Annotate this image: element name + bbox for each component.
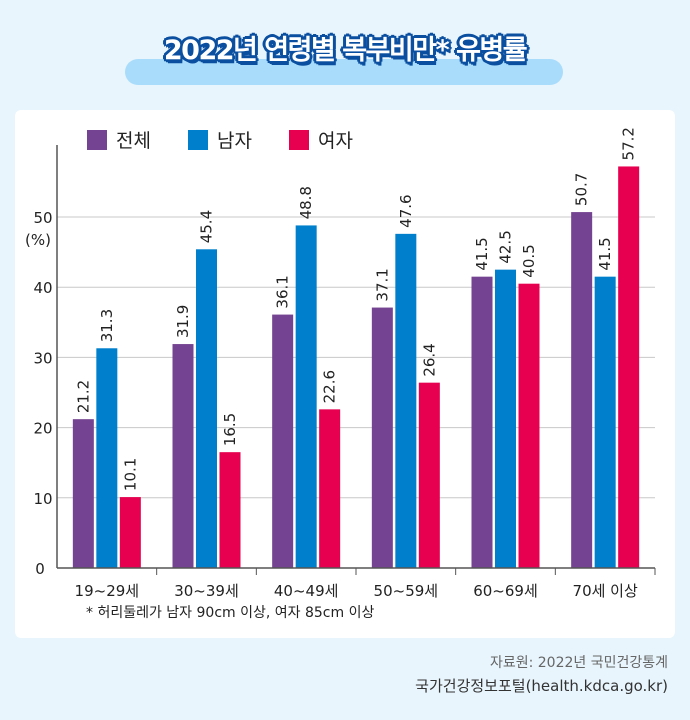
data-label: 21.2 [74, 380, 92, 413]
bar-남자 [395, 233, 417, 568]
bar-남자 [295, 225, 317, 568]
data-label: 22.6 [321, 370, 339, 403]
bar-전체 [172, 344, 194, 568]
data-label: 31.9 [174, 305, 192, 338]
data-label: 40.5 [520, 244, 538, 277]
bar-전체 [371, 307, 393, 568]
y-tick-label: 40 [33, 279, 52, 297]
bar-전체 [571, 212, 593, 568]
x-tick-label: 50~59세 [374, 582, 439, 600]
bar-전체 [471, 276, 493, 568]
data-label: 26.4 [420, 343, 438, 376]
y-axis-label: (%) [25, 231, 51, 249]
data-label: 37.1 [373, 268, 391, 301]
source-text: 자료원: 2022년 국민건강통계 [489, 655, 668, 671]
data-label: 10.1 [121, 458, 139, 491]
x-tick-label: 40~49세 [274, 582, 339, 600]
title-highlight [125, 59, 563, 85]
bar-여자 [618, 166, 640, 568]
portal-text: 국가건강정보포털(health.kdca.go.kr) [415, 677, 668, 695]
x-tick-label: 30~39세 [174, 582, 239, 600]
legend-label: 전체 [116, 130, 151, 152]
legend-label: 남자 [217, 130, 252, 152]
bar-여자 [518, 283, 540, 568]
data-label: 57.2 [620, 127, 638, 160]
bar-여자 [119, 497, 141, 568]
y-tick-label: 10 [33, 490, 52, 508]
x-tick-label: 19~29세 [75, 582, 140, 600]
data-label: 36.1 [274, 275, 292, 308]
legend-swatch [289, 130, 309, 150]
legend-swatch [188, 130, 208, 150]
data-label: 16.5 [221, 413, 239, 446]
bar-남자 [495, 269, 516, 568]
footnote: * 허리둘레가 남자 90cm 이상, 여자 85cm 이상 [86, 605, 374, 621]
data-label: 48.8 [297, 186, 315, 219]
data-label: 42.5 [497, 230, 515, 263]
data-label: 41.5 [596, 237, 614, 270]
y-tick-label: 0 [35, 560, 45, 578]
data-label: 41.5 [473, 237, 491, 270]
data-label: 45.4 [198, 210, 216, 243]
bar-전체 [72, 419, 94, 568]
bar-여자 [319, 409, 341, 568]
bar-남자 [594, 276, 616, 568]
x-tick-label: 70세 이상 [573, 582, 638, 600]
bar-여자 [418, 382, 440, 568]
bar-남자 [96, 348, 118, 568]
bar-전체 [272, 314, 294, 568]
x-tick-label: 60~69세 [473, 582, 538, 600]
legend-label: 여자 [318, 130, 353, 152]
data-label: 31.3 [98, 309, 116, 342]
legend-swatch [87, 130, 107, 150]
bar-남자 [196, 249, 217, 569]
y-tick-label: 50 [33, 209, 52, 227]
data-label: 47.6 [397, 194, 415, 227]
y-tick-label: 30 [33, 349, 52, 367]
chart-title: 2022년 연령별 복부비만* 유병률 [163, 35, 528, 66]
bar-여자 [219, 452, 241, 568]
data-label: 50.7 [573, 173, 591, 206]
y-tick-label: 20 [33, 420, 52, 438]
